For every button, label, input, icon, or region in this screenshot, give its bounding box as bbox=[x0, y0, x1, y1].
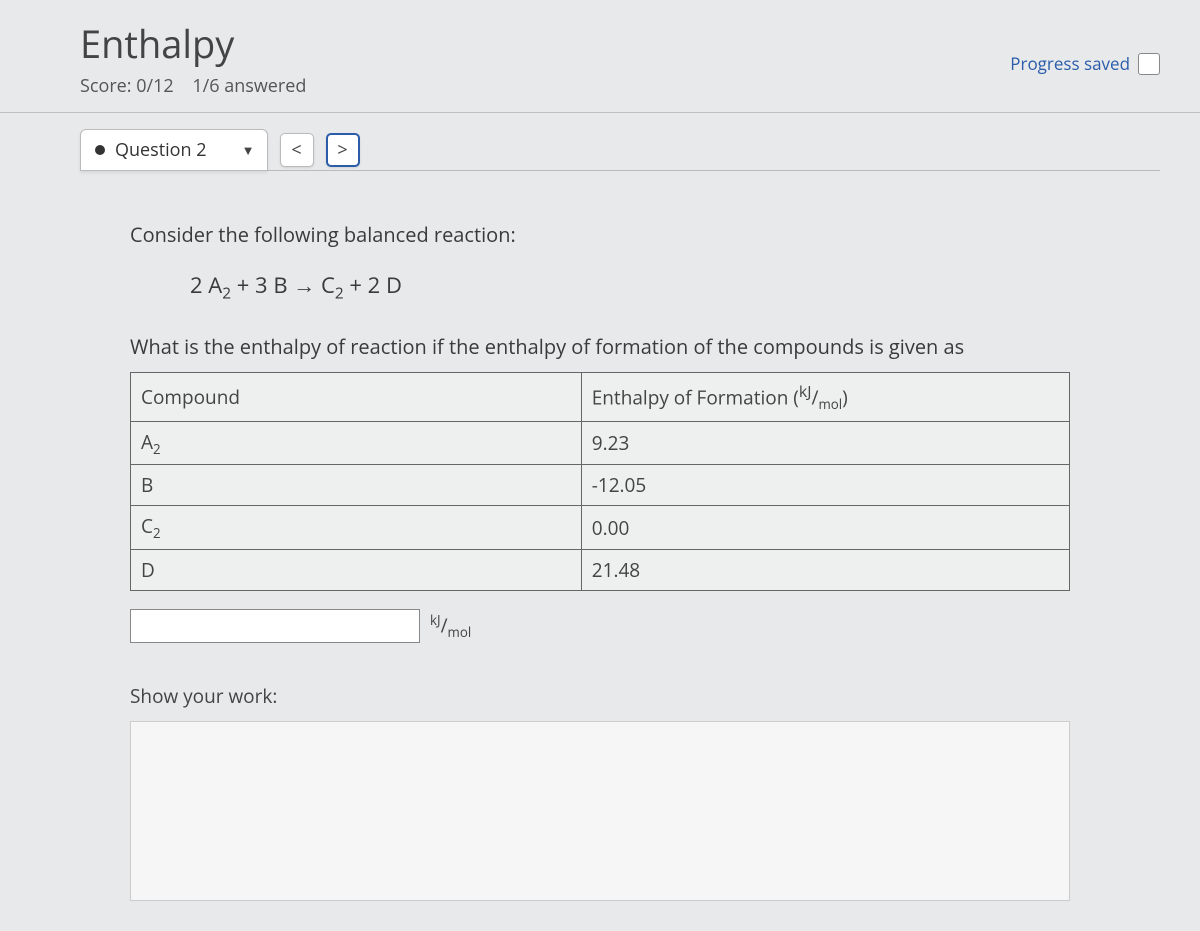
answer-row: kJ/mol bbox=[130, 609, 1130, 643]
cell-compound: A2 bbox=[131, 421, 582, 465]
question-text: What is the enthalpy of reaction if the … bbox=[130, 333, 1130, 360]
save-icon[interactable] bbox=[1138, 53, 1160, 75]
score-line: Score: 0/12 1/6 answered bbox=[80, 74, 306, 98]
answer-input[interactable] bbox=[130, 609, 420, 643]
cell-value: 21.48 bbox=[581, 550, 1069, 591]
table-row: B -12.05 bbox=[131, 465, 1070, 506]
cell-value: 9.23 bbox=[581, 421, 1069, 465]
header-left: Enthalpy Score: 0/12 1/6 answered bbox=[80, 18, 306, 98]
cell-value: -12.05 bbox=[581, 465, 1069, 506]
question-content: Consider the following balanced reaction… bbox=[0, 171, 1200, 931]
equation: 2 A2 + 3 B → C2 + 2 D bbox=[190, 270, 1130, 303]
table-row: C2 0.00 bbox=[131, 506, 1070, 550]
answer-unit: kJ/mol bbox=[430, 611, 471, 641]
page-header: Enthalpy Score: 0/12 1/6 answered Progre… bbox=[0, 0, 1200, 113]
progress-saved-label: Progress saved bbox=[1010, 52, 1130, 75]
enthalpy-table: Compound Enthalpy of Formation (kJ/mol) … bbox=[130, 372, 1070, 591]
table-row: A2 9.23 bbox=[131, 421, 1070, 465]
prompt-intro: Consider the following balanced reaction… bbox=[130, 221, 1130, 248]
question-nav-bar: Question 2 ▼ < > bbox=[0, 113, 1200, 171]
cell-compound: C2 bbox=[131, 506, 582, 550]
question-selector[interactable]: Question 2 ▼ bbox=[80, 129, 268, 171]
col-enthalpy: Enthalpy of Formation (kJ/mol) bbox=[581, 373, 1069, 421]
next-question-button[interactable]: > bbox=[326, 133, 360, 167]
table-header-row: Compound Enthalpy of Formation (kJ/mol) bbox=[131, 373, 1070, 421]
caret-down-icon: ▼ bbox=[242, 141, 255, 159]
cell-compound: B bbox=[131, 465, 582, 506]
status-dot-icon bbox=[95, 145, 105, 155]
work-area[interactable] bbox=[130, 721, 1070, 901]
score-label: Score: 0/12 bbox=[80, 74, 174, 98]
col-compound: Compound bbox=[131, 373, 582, 421]
question-label: Question 2 bbox=[115, 138, 207, 162]
page-title: Enthalpy bbox=[80, 18, 306, 70]
answered-label: 1/6 answered bbox=[192, 74, 306, 98]
cell-value: 0.00 bbox=[581, 506, 1069, 550]
show-work-label: Show your work: bbox=[130, 683, 1130, 709]
prev-question-button[interactable]: < bbox=[280, 133, 314, 167]
cell-compound: D bbox=[131, 550, 582, 591]
table-row: D 21.48 bbox=[131, 550, 1070, 591]
header-right: Progress saved bbox=[1010, 52, 1160, 75]
